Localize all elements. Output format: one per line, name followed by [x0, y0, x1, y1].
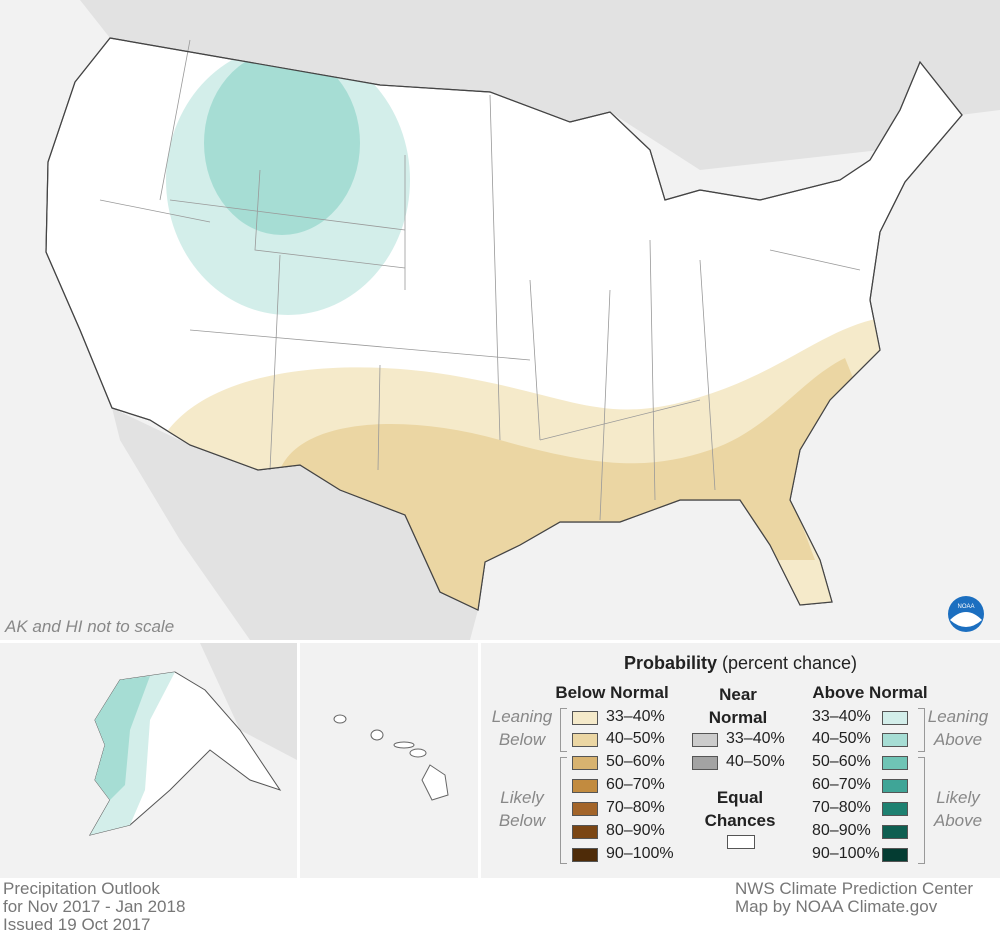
logo-wave [950, 612, 982, 627]
column-heading: Below Normal [555, 683, 669, 702]
logo-text: NOAA [957, 604, 974, 610]
legend-swatch [727, 835, 755, 849]
group-label: Leaning Below [491, 707, 553, 749]
legend-swatch [882, 848, 908, 862]
legend-label: 50–60% [812, 753, 871, 770]
legend-swatch [882, 825, 908, 839]
legend-title: Probability [623, 653, 717, 673]
footer-text: Map by NOAA Climate.gov [735, 897, 938, 916]
legend-label: 60–70% [812, 776, 871, 793]
bracket [918, 708, 925, 752]
group-label: Likely Below [498, 788, 546, 830]
legend-swatch [572, 825, 598, 839]
legend-swatch [572, 756, 598, 770]
legend-label: 70–80% [812, 799, 871, 816]
legend-label: 40–50% [606, 730, 665, 747]
bracket [560, 757, 567, 864]
legend-swatch [692, 756, 718, 770]
legend-label: 70–80% [606, 799, 665, 816]
group-label: Leaning Above [927, 707, 989, 749]
legend-swatch [572, 802, 598, 816]
legend-label: 80–90% [812, 822, 871, 839]
canada-inset [200, 643, 297, 760]
canada [60, 0, 1000, 170]
map: AK and HI not to scale NOAA [0, 0, 1000, 878]
footer-text: Precipitation Outlook [3, 879, 160, 898]
legend-label: 50–60% [606, 753, 665, 770]
legend-label: 40–50% [726, 753, 785, 770]
legend-swatch [882, 733, 908, 747]
column-heading: Near Normal [708, 685, 768, 727]
legend-swatch [572, 733, 598, 747]
legend-swatch [882, 802, 908, 816]
legend-label: 60–70% [606, 776, 665, 793]
column-heading: Above Normal [812, 683, 928, 702]
column-heading: Equal Chances [704, 788, 776, 830]
legend-swatch [882, 756, 908, 770]
legend-swatch [572, 711, 598, 725]
group-label: Likely Above [933, 788, 983, 830]
legend-swatch [882, 779, 908, 793]
scale-note: AK and HI not to scale [4, 617, 174, 636]
legend-label: 90–100% [812, 845, 880, 862]
legend-swatch [572, 779, 598, 793]
state-lines [99, 39, 861, 521]
mexico [112, 408, 478, 640]
bracket [560, 708, 567, 752]
legend-title-row: Probability (percent chance) [481, 653, 1000, 673]
hawaii [333, 714, 449, 801]
above-area [204, 51, 360, 235]
legend-label: 80–90% [606, 822, 665, 839]
alaska-above [95, 676, 150, 800]
legend-label: 33–40% [726, 730, 785, 747]
legend-swatch [572, 848, 598, 862]
legend-label: 33–40% [606, 708, 665, 725]
legend-label: 33–40% [812, 708, 871, 725]
legend-subtitle: (percent chance) [721, 653, 858, 673]
hawaii-panel [300, 643, 478, 878]
legend-label: 40–50% [812, 730, 871, 747]
legend-label: 90–100% [606, 845, 674, 862]
footer-text: for Nov 2017 - Jan 2018 [3, 897, 186, 916]
footer-text: NWS Climate Prediction Center [735, 879, 974, 898]
bracket [918, 757, 925, 864]
legend-swatch [882, 711, 908, 725]
footer-text: Issued 19 Oct 2017 [3, 915, 151, 934]
legend-swatch [692, 733, 718, 747]
us-outline [45, 37, 963, 611]
